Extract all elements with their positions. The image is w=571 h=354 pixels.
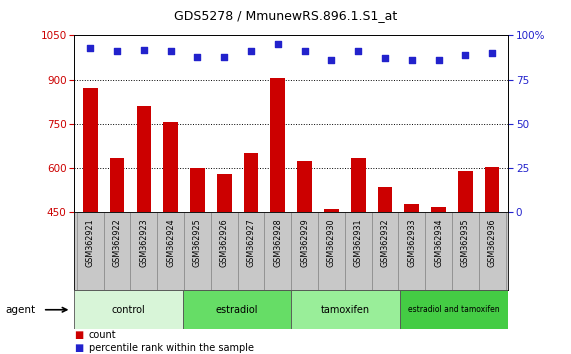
Bar [190, 168, 205, 212]
Bar [400, 290, 508, 329]
Bar [211, 212, 238, 290]
Bar [83, 88, 98, 212]
Bar [372, 212, 399, 290]
Text: GSM362928: GSM362928 [274, 219, 282, 267]
Point [407, 57, 416, 63]
Text: GSM362936: GSM362936 [488, 219, 497, 267]
Point [139, 47, 148, 52]
Bar [485, 167, 500, 212]
Bar [136, 106, 151, 212]
Text: count: count [89, 330, 116, 339]
Text: ■: ■ [74, 330, 83, 339]
Text: GSM362934: GSM362934 [434, 219, 443, 267]
Bar [238, 212, 264, 290]
Text: GDS5278 / MmunewRS.896.1.S1_at: GDS5278 / MmunewRS.896.1.S1_at [174, 9, 397, 22]
Bar [264, 212, 291, 290]
Bar [377, 187, 392, 212]
Text: percentile rank within the sample: percentile rank within the sample [89, 343, 254, 353]
Text: estradiol: estradiol [216, 305, 258, 315]
Bar [104, 212, 131, 290]
Point [353, 48, 363, 54]
Point [461, 52, 470, 58]
Bar [184, 212, 211, 290]
Text: GSM362926: GSM362926 [220, 219, 229, 267]
Text: GSM362923: GSM362923 [139, 219, 148, 267]
Bar [404, 204, 419, 212]
Text: GSM362922: GSM362922 [112, 219, 122, 267]
Text: control: control [111, 305, 146, 315]
Bar [345, 212, 372, 290]
Text: estradiol and tamoxifen: estradiol and tamoxifen [408, 305, 500, 314]
Point [86, 45, 95, 51]
Bar [291, 212, 318, 290]
Bar [291, 290, 400, 329]
Bar [318, 212, 345, 290]
Bar [271, 78, 285, 212]
Text: GSM362935: GSM362935 [461, 219, 470, 267]
Bar [458, 171, 473, 212]
Point [380, 56, 389, 61]
Bar [351, 158, 365, 212]
Text: GSM362924: GSM362924 [166, 219, 175, 267]
Text: GSM362932: GSM362932 [380, 219, 389, 267]
Point [193, 54, 202, 59]
Point [247, 48, 256, 54]
Bar [478, 212, 505, 290]
Bar [399, 212, 425, 290]
Text: GSM362931: GSM362931 [353, 219, 363, 267]
Bar [324, 210, 339, 212]
Text: tamoxifen: tamoxifen [321, 305, 370, 315]
Point [274, 41, 283, 47]
Text: GSM362933: GSM362933 [407, 219, 416, 267]
Bar [163, 122, 178, 212]
Bar [131, 212, 157, 290]
Point [488, 50, 497, 56]
Point [112, 48, 122, 54]
Point [166, 48, 175, 54]
Bar [157, 212, 184, 290]
Text: ■: ■ [74, 343, 83, 353]
Text: GSM362925: GSM362925 [193, 219, 202, 267]
Bar [297, 161, 312, 212]
Bar [110, 158, 124, 212]
Point [327, 57, 336, 63]
Bar [431, 206, 446, 212]
Point [434, 57, 443, 63]
Bar [452, 212, 478, 290]
Bar [77, 212, 104, 290]
Bar [217, 174, 232, 212]
Text: GSM362927: GSM362927 [247, 219, 256, 267]
Bar [74, 290, 183, 329]
Text: agent: agent [6, 305, 36, 315]
Bar [244, 153, 259, 212]
Text: GSM362921: GSM362921 [86, 219, 95, 267]
Text: GSM362930: GSM362930 [327, 219, 336, 267]
Text: GSM362929: GSM362929 [300, 219, 309, 267]
Point [300, 48, 309, 54]
Bar [425, 212, 452, 290]
Point [220, 54, 229, 59]
Bar [183, 290, 291, 329]
